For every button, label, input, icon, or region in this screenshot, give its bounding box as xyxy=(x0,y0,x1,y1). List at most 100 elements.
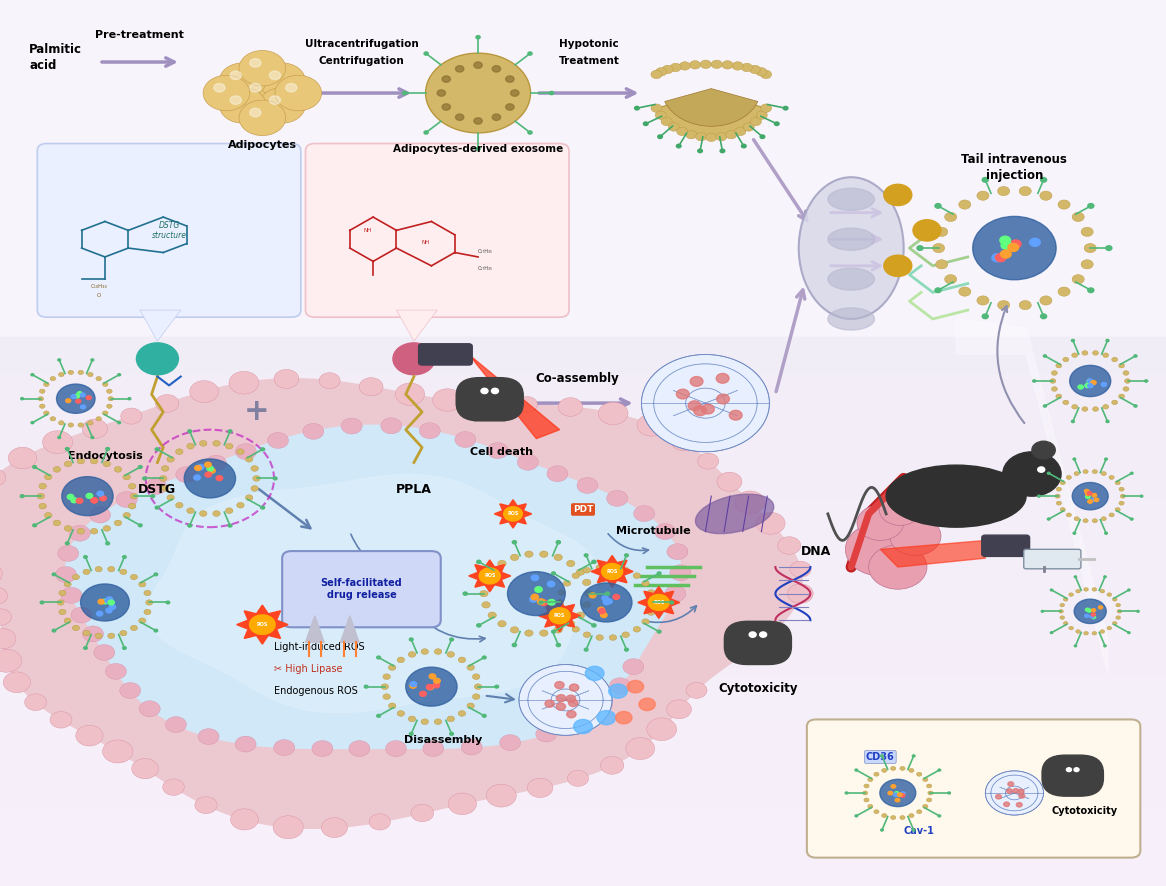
Circle shape xyxy=(784,106,788,110)
Circle shape xyxy=(107,633,114,639)
Bar xyxy=(0,195,1166,204)
Circle shape xyxy=(540,600,548,606)
Circle shape xyxy=(184,459,236,498)
Circle shape xyxy=(613,595,619,599)
Circle shape xyxy=(455,431,476,447)
Circle shape xyxy=(105,598,111,602)
Bar xyxy=(0,576,1166,585)
Circle shape xyxy=(480,388,487,393)
Circle shape xyxy=(584,590,593,597)
Circle shape xyxy=(212,510,220,517)
Circle shape xyxy=(1017,803,1023,807)
Circle shape xyxy=(273,477,278,480)
Circle shape xyxy=(261,506,265,509)
Circle shape xyxy=(434,649,442,655)
Circle shape xyxy=(507,571,566,616)
Bar xyxy=(0,532,1166,540)
Circle shape xyxy=(409,733,413,735)
Circle shape xyxy=(395,383,424,405)
Circle shape xyxy=(0,469,6,486)
Circle shape xyxy=(131,574,138,579)
Circle shape xyxy=(273,816,303,839)
Text: ROS: ROS xyxy=(653,600,665,605)
Circle shape xyxy=(1111,357,1118,361)
Bar xyxy=(0,239,1166,248)
Circle shape xyxy=(230,96,241,105)
Bar xyxy=(0,9,1166,18)
Polygon shape xyxy=(469,354,560,439)
Circle shape xyxy=(1101,383,1107,386)
Circle shape xyxy=(1074,768,1079,772)
Circle shape xyxy=(759,632,767,637)
Bar xyxy=(0,523,1166,532)
Circle shape xyxy=(259,88,305,123)
Circle shape xyxy=(406,667,457,706)
Circle shape xyxy=(96,377,101,381)
Circle shape xyxy=(72,574,79,579)
Circle shape xyxy=(90,507,111,523)
Circle shape xyxy=(1069,365,1111,397)
Circle shape xyxy=(477,560,480,563)
Circle shape xyxy=(139,465,142,469)
Circle shape xyxy=(750,632,757,637)
Circle shape xyxy=(996,795,1002,799)
Circle shape xyxy=(1105,245,1112,251)
Bar xyxy=(0,425,1166,434)
Circle shape xyxy=(1051,589,1053,591)
Bar xyxy=(0,275,1166,284)
Circle shape xyxy=(286,83,297,92)
Circle shape xyxy=(548,600,555,605)
Bar xyxy=(0,328,1166,337)
Circle shape xyxy=(567,696,576,703)
Circle shape xyxy=(423,741,444,757)
Circle shape xyxy=(1004,802,1010,806)
Circle shape xyxy=(106,447,110,450)
Circle shape xyxy=(1073,458,1076,460)
Circle shape xyxy=(935,288,941,292)
Circle shape xyxy=(1067,768,1072,772)
Circle shape xyxy=(84,556,87,558)
Circle shape xyxy=(717,472,742,491)
Circle shape xyxy=(1101,517,1107,521)
Text: Light-induced ROS: Light-induced ROS xyxy=(274,641,365,652)
Bar xyxy=(0,762,1166,771)
Circle shape xyxy=(554,626,562,633)
Circle shape xyxy=(239,75,286,111)
Circle shape xyxy=(922,804,928,808)
Circle shape xyxy=(31,422,34,424)
Circle shape xyxy=(105,664,126,680)
Circle shape xyxy=(219,88,266,123)
Ellipse shape xyxy=(828,308,874,330)
Circle shape xyxy=(651,70,662,79)
Bar xyxy=(0,204,1166,213)
Circle shape xyxy=(616,711,632,724)
Circle shape xyxy=(721,149,725,152)
Circle shape xyxy=(1088,500,1093,503)
Circle shape xyxy=(54,467,61,472)
Bar xyxy=(0,416,1166,425)
Circle shape xyxy=(511,626,519,633)
Circle shape xyxy=(669,564,690,580)
Circle shape xyxy=(476,147,480,151)
Circle shape xyxy=(977,191,989,200)
Circle shape xyxy=(40,389,45,393)
Text: Adipocytes-derived exosome: Adipocytes-derived exosome xyxy=(393,144,563,153)
Circle shape xyxy=(205,462,211,467)
Bar xyxy=(0,718,1166,727)
Circle shape xyxy=(437,89,445,97)
Circle shape xyxy=(697,149,702,152)
Circle shape xyxy=(150,494,155,498)
Bar xyxy=(0,868,1166,877)
Circle shape xyxy=(922,778,928,781)
Ellipse shape xyxy=(799,177,904,319)
Circle shape xyxy=(1086,608,1089,611)
Circle shape xyxy=(155,506,159,509)
Circle shape xyxy=(122,647,126,649)
Circle shape xyxy=(1056,363,1062,368)
Circle shape xyxy=(58,421,64,425)
FancyBboxPatch shape xyxy=(724,621,792,664)
Text: Cav-1: Cav-1 xyxy=(904,826,934,835)
Circle shape xyxy=(556,540,561,544)
Circle shape xyxy=(1093,518,1097,523)
Circle shape xyxy=(1086,493,1090,495)
